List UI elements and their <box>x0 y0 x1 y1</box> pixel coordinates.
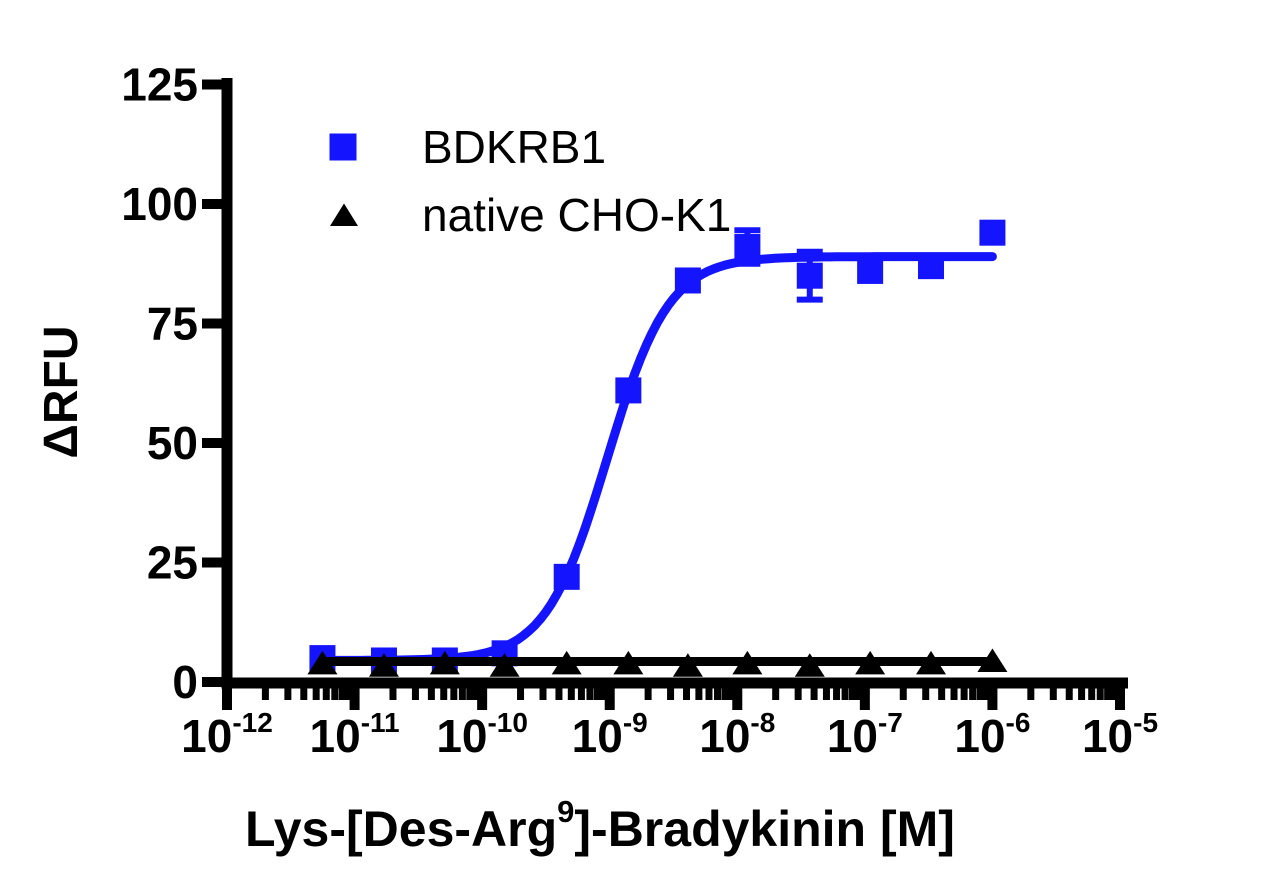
x-tick-label: 10-11 <box>310 707 400 762</box>
marker-cho <box>977 648 1008 672</box>
legend-label-cho: native CHO-K1 <box>422 189 731 241</box>
x-axis-title: Lys-[Des-Arg9]-Bradykinin [M] <box>245 794 955 857</box>
y-axis-title: ΔRFU <box>35 325 88 458</box>
marker-cho <box>613 650 644 675</box>
marker-bdkrb1 <box>674 267 701 294</box>
marker-cho <box>732 650 763 675</box>
marker-cho <box>855 650 886 675</box>
marker-cho <box>551 650 582 675</box>
marker-bdkrb1 <box>734 234 761 261</box>
y-tick-label: 100 <box>121 178 198 230</box>
legend-triangle-icon <box>330 203 358 226</box>
marker-cho <box>489 653 520 677</box>
x-tick-label: 10-8 <box>699 707 775 762</box>
x-tick-label: 10-12 <box>181 707 273 762</box>
marker-cho <box>672 653 703 677</box>
marker-cho <box>307 650 338 675</box>
legend-square-icon <box>329 133 357 161</box>
marker-bdkrb1 <box>918 253 945 280</box>
marker-bdkrb1 <box>615 377 642 404</box>
y-tick-label: 125 <box>121 59 198 111</box>
marker-bdkrb1 <box>553 563 580 590</box>
y-tick-label: 75 <box>147 298 198 350</box>
x-tick-label: 10-9 <box>572 707 648 762</box>
y-tick-label: 25 <box>147 537 198 589</box>
marker-cho <box>794 653 825 677</box>
marker-cho <box>429 650 460 675</box>
marker-bdkrb1 <box>796 262 823 289</box>
y-tick-label: 0 <box>172 656 198 708</box>
x-tick-label: 10-6 <box>954 707 1030 762</box>
marker-cho <box>368 653 399 677</box>
legend-label-bdkrb1: BDKRB1 <box>422 121 606 173</box>
x-tick-label: 10-5 <box>1082 707 1158 762</box>
x-tick-label: 10-7 <box>827 707 903 762</box>
y-tick-label: 50 <box>147 417 198 469</box>
marker-cho <box>916 650 947 675</box>
fit-curve-bdkrb1 <box>317 252 997 665</box>
x-tick-label: 10-10 <box>436 707 528 762</box>
marker-bdkrb1 <box>857 257 884 284</box>
marker-bdkrb1 <box>979 219 1006 246</box>
